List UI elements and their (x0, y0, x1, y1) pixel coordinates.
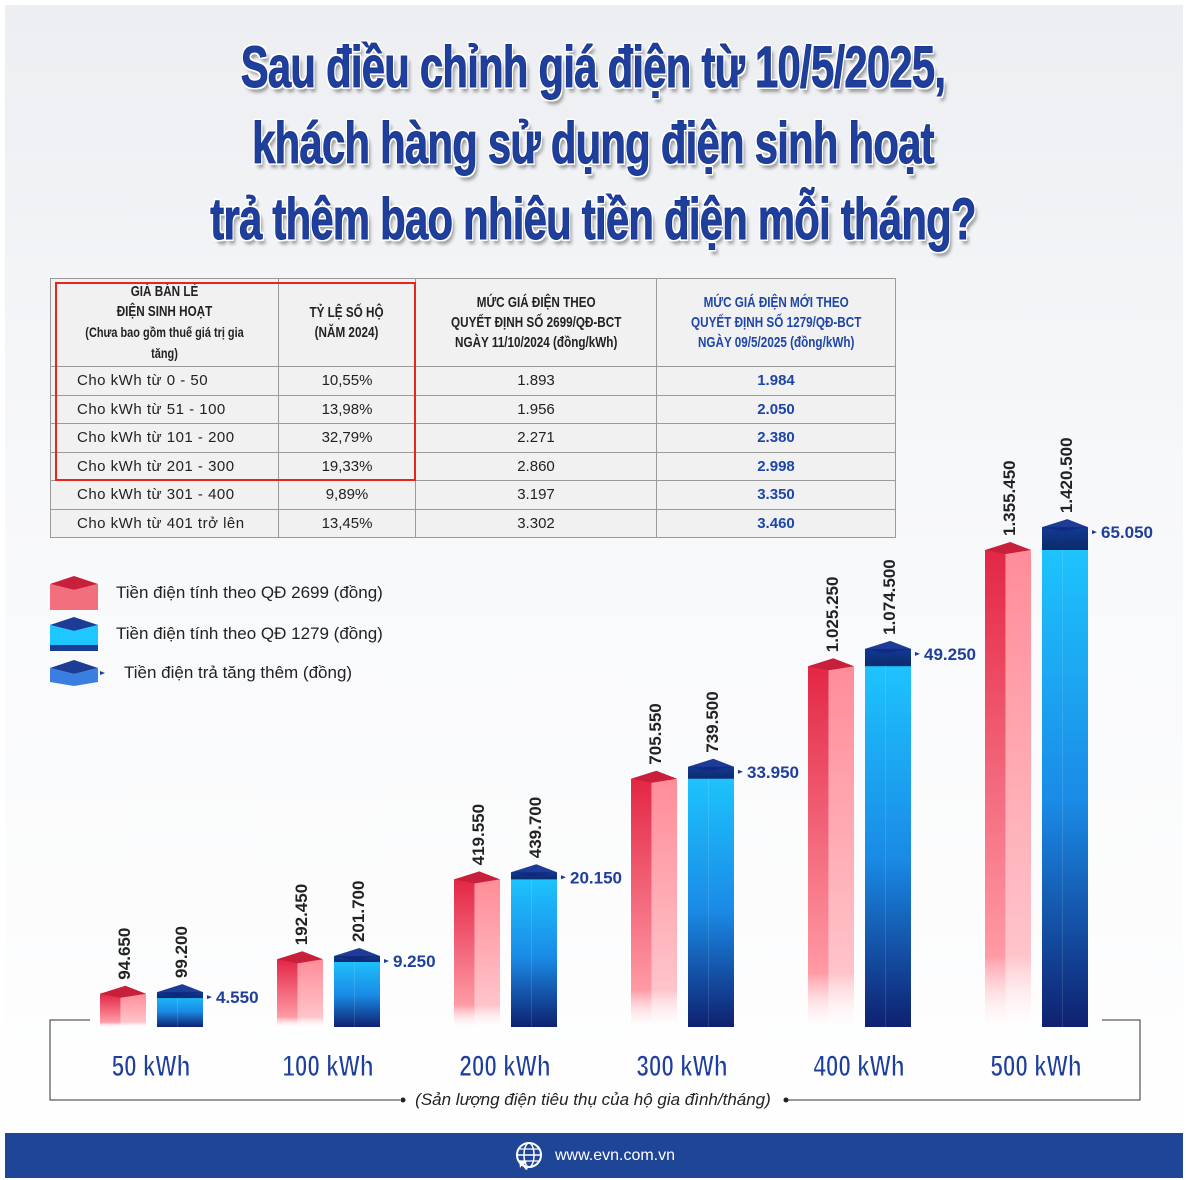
red-cube-icon (50, 576, 98, 610)
value-label-2699: 1.355.450 (1000, 460, 1019, 536)
category-label: 100 kWh (282, 1049, 373, 1083)
row-old-price: 3.197 (415, 480, 657, 510)
increase-label: 33.950 (747, 763, 799, 782)
value-label-1279: 739.500 (703, 691, 722, 752)
bar-qd2699 (631, 770, 677, 1027)
row-range: Cho kWh từ 51 - 100 (50, 394, 279, 424)
header-old-price: MỨC GIÁ ĐIỆN THEO QUYẾT ĐỊNH SỐ 2699/QĐ-B… (415, 278, 657, 367)
category-label: 500 kWh (990, 1049, 1081, 1083)
bar-qd1279 (865, 640, 911, 1027)
row-range: Cho kWh từ 0 - 50 (50, 366, 279, 396)
row-new-price: 3.350 (656, 480, 896, 510)
category-label: 300 kWh (636, 1049, 727, 1083)
value-label-2699: 419.550 (469, 804, 488, 865)
arrow-icon (915, 651, 920, 656)
value-label-1279: 1.420.500 (1057, 437, 1076, 513)
footer-bar: www.evn.com.vn (5, 1133, 1183, 1178)
row-range: Cho kWh từ 201 - 300 (50, 451, 279, 481)
bar-qd2699 (808, 658, 854, 1027)
increase-label: 20.150 (570, 868, 622, 887)
bar-increase (865, 648, 911, 667)
x-axis-label: (Sản lượng điện tiêu thụ của hộ gia đình… (415, 1090, 771, 1109)
value-label-1279: 439.700 (526, 797, 545, 858)
value-label-2699: 705.550 (646, 703, 665, 764)
arrow-icon (207, 995, 212, 1000)
row-old-price: 1.956 (415, 394, 657, 424)
title-line-2: khách hàng sử dụng điện sinh hoạt (252, 111, 935, 177)
arrow-icon (561, 875, 566, 880)
value-label-1279: 201.700 (349, 881, 368, 942)
table-header: GIÁ BÁN LẺ ĐIỆN SINH HOẠT (Chưa bao gồm th… (50, 278, 896, 367)
bar-qd2699 (454, 871, 500, 1027)
axis-bracket-right (786, 1019, 1141, 1101)
increase-label: 9.250 (393, 952, 436, 971)
row-ratio: 10,55% (278, 366, 416, 396)
highlight-box (55, 282, 416, 481)
bar-qd2699 (985, 542, 1031, 1027)
table-row: Cho kWh từ 0 - 50 10,55% 1.893 1.984 (50, 366, 896, 396)
arrow-icon (738, 769, 743, 774)
increase-label: 4.550 (216, 988, 259, 1007)
increase-cube-icon (50, 660, 105, 686)
row-new-price: 2.050 (656, 394, 896, 424)
header-ratio: TỶ LỆ SỐ HỘ (NĂM 2024) (278, 278, 416, 367)
header-retail: GIÁ BÁN LẺ ĐIỆN SINH HOẠT (Chưa bao gồm th… (50, 278, 279, 367)
legend-item-1279: Tiền điện tính theo QĐ 1279 (đồng) (50, 617, 383, 651)
value-label-2699: 94.650 (115, 928, 134, 980)
increase-label: 65.050 (1101, 523, 1153, 542)
table-row: Cho kWh từ 51 - 100 13,98% 1.956 2.050 (50, 394, 896, 424)
value-label-2699: 1.025.250 (823, 577, 842, 653)
legend-label: Tiền điện tính theo QĐ 2699 (đồng) (116, 583, 383, 602)
table-row: Cho kWh từ 201 - 300 19,33% 2.860 2.998 (50, 451, 896, 481)
bar-qd1279 (334, 948, 380, 1027)
bar-increase (1042, 527, 1088, 550)
title-line-3: trả thêm bao nhiêu tiền điện mỗi tháng? (210, 187, 977, 253)
category-label: 200 kWh (459, 1049, 550, 1083)
value-label-2699: 192.450 (292, 884, 311, 945)
header-new-price: MỨC GIÁ ĐIỆN MỚI THEO QUYẾT ĐỊNH SỐ 1279/… (656, 278, 896, 367)
row-ratio: 19,33% (278, 451, 416, 481)
value-label-1279: 99.200 (172, 926, 191, 978)
row-range: Cho kWh từ 101 - 200 (50, 423, 279, 453)
website-link[interactable]: www.evn.com.vn (554, 1146, 676, 1164)
legend-label: Tiền điện tính theo QĐ 1279 (đồng) (116, 624, 383, 643)
globe-icon (515, 1141, 542, 1170)
bar-qd1279 (157, 984, 203, 1027)
row-old-price: 3.302 (415, 508, 657, 538)
bar-qd1279 (688, 758, 734, 1027)
bar-qd2699 (100, 985, 146, 1027)
bar-increase (157, 992, 203, 999)
price-table: GIÁ BÁN LẺ ĐIỆN SINH HOẠT (Chưa bao gồm th… (50, 278, 896, 538)
category-label: 50 kWh (112, 1049, 191, 1083)
row-range: Cho kWh từ 401 trở lên (50, 508, 279, 538)
bar-increase (511, 872, 557, 880)
category-label: 400 kWh (813, 1049, 904, 1083)
row-ratio: 13,45% (278, 508, 416, 538)
bar-qd1279 (1042, 519, 1088, 1027)
bar-increase (688, 766, 734, 779)
legend-item-increase: Tiền điện trả tăng thêm (đồng) (50, 660, 352, 686)
bar-qd2699 (277, 951, 323, 1027)
title-line-1: Sau điều chỉnh giá điện từ 10/5/2025, (240, 35, 946, 101)
blue-cube-icon (50, 617, 98, 651)
row-old-price: 2.271 (415, 423, 657, 453)
row-new-price: 2.998 (656, 451, 896, 481)
bar-qd1279 (511, 864, 557, 1027)
value-label-1279: 1.074.500 (880, 559, 899, 635)
legend-label: Tiền điện trả tăng thêm (đồng) (124, 663, 353, 682)
bar-increase (334, 956, 380, 963)
table-row: Cho kWh từ 401 trở lên 13,45% 3.302 3.460 (50, 508, 896, 538)
arrow-icon (384, 959, 389, 964)
arrow-icon (1092, 530, 1097, 535)
increase-label: 49.250 (924, 645, 976, 664)
row-old-price: 1.893 (415, 366, 657, 396)
row-old-price: 2.860 (415, 451, 657, 481)
legend-item-2699: Tiền điện tính theo QĐ 2699 (đồng) (50, 576, 383, 610)
row-ratio: 32,79% (278, 423, 416, 453)
row-new-price: 3.460 (656, 508, 896, 538)
axis-bracket-left (49, 1019, 400, 1101)
